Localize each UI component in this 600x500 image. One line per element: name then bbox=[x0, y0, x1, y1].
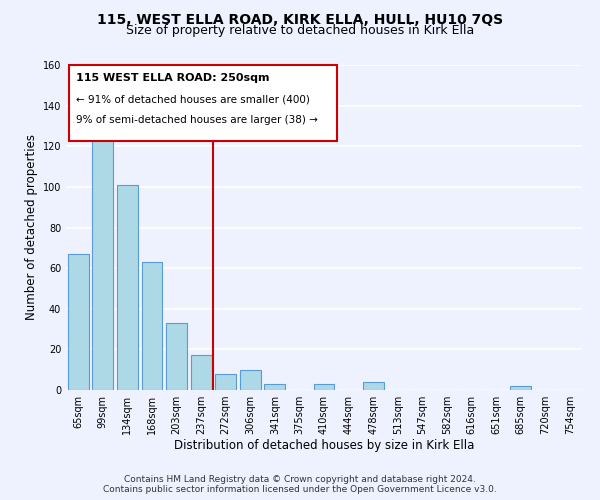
Bar bbox=[362, 382, 383, 390]
Bar bbox=[265, 384, 286, 390]
Bar bbox=[191, 356, 212, 390]
Bar bbox=[68, 254, 89, 390]
Text: 115, WEST ELLA ROAD, KIRK ELLA, HULL, HU10 7QS: 115, WEST ELLA ROAD, KIRK ELLA, HULL, HU… bbox=[97, 12, 503, 26]
Text: ← 91% of detached houses are smaller (400): ← 91% of detached houses are smaller (40… bbox=[76, 94, 310, 104]
Bar bbox=[166, 323, 187, 390]
Bar bbox=[142, 262, 163, 390]
Bar bbox=[240, 370, 261, 390]
Bar bbox=[510, 386, 531, 390]
Bar bbox=[117, 185, 138, 390]
Text: 9% of semi-detached houses are larger (38) →: 9% of semi-detached houses are larger (3… bbox=[76, 116, 318, 126]
X-axis label: Distribution of detached houses by size in Kirk Ella: Distribution of detached houses by size … bbox=[174, 438, 474, 452]
Text: Contains HM Land Registry data © Crown copyright and database right 2024.: Contains HM Land Registry data © Crown c… bbox=[124, 474, 476, 484]
Bar bbox=[215, 374, 236, 390]
Bar bbox=[92, 122, 113, 390]
Text: 115 WEST ELLA ROAD: 250sqm: 115 WEST ELLA ROAD: 250sqm bbox=[76, 73, 270, 83]
Y-axis label: Number of detached properties: Number of detached properties bbox=[25, 134, 38, 320]
Bar bbox=[314, 384, 334, 390]
Text: Size of property relative to detached houses in Kirk Ella: Size of property relative to detached ho… bbox=[126, 24, 474, 37]
FancyBboxPatch shape bbox=[68, 65, 337, 142]
Text: Contains public sector information licensed under the Open Government Licence v3: Contains public sector information licen… bbox=[103, 484, 497, 494]
